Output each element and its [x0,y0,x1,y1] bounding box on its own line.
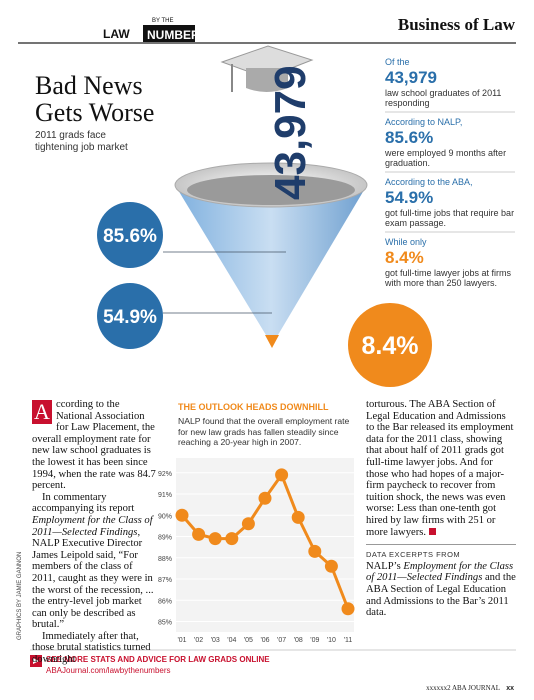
x-tick-label: '11 [344,637,353,644]
footer-cta: SEE MORE STATS AND ADVICE FOR LAW GRADS … [46,655,270,664]
point [175,508,189,522]
fact-figure: 8.4% [385,247,424,267]
badge-label: 54.9% [103,307,157,328]
arrow [33,658,39,664]
point [308,544,322,558]
point [275,468,289,482]
folio: xx [506,685,514,692]
x-tick-label: '07 [277,637,286,644]
paragraph: ccording to the National Association for… [32,399,156,492]
fact-figure: 54.9% [385,187,434,207]
section-title: Business of Law [398,15,516,34]
badge-label: 8.4% [362,332,419,360]
x-tick-label: '09 [310,637,319,644]
chart: 85% 86% 87% 88% 89% 90% 91% 92% '01 '02 '03 '04 '05 '… [158,468,355,644]
point [225,532,239,546]
point [208,532,222,546]
point [341,602,355,616]
badge [97,283,163,349]
funnel-total: 43,979 [266,65,315,200]
source-label: DATA EXCERPTS FROM [366,544,516,561]
text-run: and the ABA Section of Legal Education a… [366,572,516,619]
y-tick-label: 92% [158,471,172,478]
fact: Of the 43,979 law school graduates of 2011… [385,57,515,109]
column-right: torturous. The ABA Section of Legal Educ… [366,399,516,619]
text-run: NALP’s [366,560,404,572]
y-tick-label: 90% [158,513,172,520]
x-tick-label: '10 [327,637,336,644]
fact-lead: According to the ABA, [385,177,473,187]
fact-text: law school graduates of 2011 responding [385,87,502,109]
funnel-opening [187,175,355,205]
x-tick-label: '01 [177,637,186,644]
x-tick-label: '03 [211,637,220,644]
funnel-cone [175,185,367,345]
x-tick-label: '04 [227,637,236,644]
footer-url: ABAJournal.com/lawbythenumbers [46,666,171,675]
point [258,491,272,505]
y-tick-label: 91% [158,492,172,499]
paragraph: torturous. The ABA Section of Legal Educ… [366,399,514,538]
x-tick-label: '05 [244,637,253,644]
subtitle: 2011 grads face tightening job market [35,130,128,153]
funnel-tip [265,335,279,348]
fact-lead: Of the [385,57,410,67]
fact-lead: While only [385,237,427,247]
fact-text: got full-time jobs that require bar exam… [385,207,515,229]
y-tick-label: 85% [158,620,172,627]
credit: GRAPHICS BY JAMIE GANNON [17,552,23,640]
fact: According to the ABA, 54.9% got full-time … [385,177,515,229]
x-tick-label: '02 [194,637,203,644]
logo-top: LAW [103,27,130,41]
text-run: Employment for the Class of 2011—Selecte… [32,514,153,538]
paragraph: Immediately after that, those brutal sta… [32,630,151,666]
fact-text: got full-time lawyer jobs at firms with … [385,267,512,289]
chart-title: THE OUTLOOK HEADS DOWNHILL [178,402,329,412]
fact-lead: According to NALP, [385,117,463,127]
fact-figure: 85.6% [385,127,434,147]
x-tick-label: '06 [260,637,269,644]
point [291,510,305,524]
plot-area [176,458,354,632]
page-label: xxxxxx2 ABA JOURNAL [426,684,500,692]
badge-label: 85.6% [103,226,157,247]
x-tick-label: '08 [294,637,303,644]
badge [97,202,163,268]
logo-bottom: NUMBERS [147,28,208,42]
text-run: , NALP Executive Director James Leipold … [32,526,154,631]
chart-subtitle: NALP found that the overall employment r… [178,416,350,447]
logo-box [143,25,195,42]
point [192,527,206,541]
y-tick-label: 87% [158,577,172,584]
fact-figure: 43,979 [385,67,437,87]
y-tick-label: 89% [158,535,172,542]
text-run: Employment for the Class of 2011—Selecte… [366,560,514,584]
badge [348,303,432,387]
y-tick-label: 86% [158,598,172,605]
point [241,517,255,531]
y-tick-label: 88% [158,556,172,563]
headline: Bad News Gets Worse [35,71,155,127]
fact: According to NALP, 85.6% were employed 9 m… [385,117,515,169]
fact: While only 8.4% got full-time lawyer jobs … [385,237,515,289]
drop-cap: A [32,400,52,424]
cap-base [246,68,288,92]
fact-text: were employed 9 months after graduation. [385,147,507,169]
end-mark [428,527,436,535]
text-run: In commentary accompanying its report [32,491,135,515]
point [324,559,338,573]
logo-small: BY THE [152,18,173,24]
